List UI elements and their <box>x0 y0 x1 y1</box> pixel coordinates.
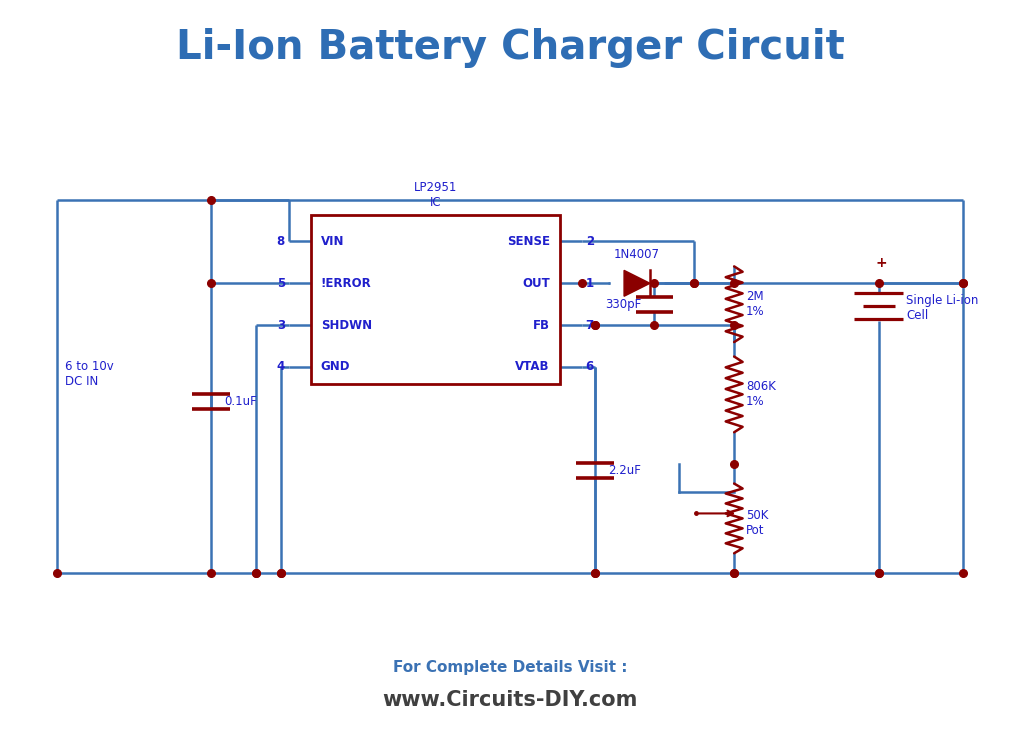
Polygon shape <box>624 270 650 296</box>
Text: 0.1uF: 0.1uF <box>224 395 257 408</box>
Text: VIN: VIN <box>321 235 344 248</box>
Text: 330pF: 330pF <box>605 297 641 311</box>
Text: 2.2uF: 2.2uF <box>607 464 640 477</box>
Text: 50K
Pot: 50K Pot <box>746 510 769 537</box>
Text: 2: 2 <box>586 235 594 248</box>
Text: 6 to 10v
DC IN: 6 to 10v DC IN <box>64 360 113 388</box>
Text: OUT: OUT <box>522 277 550 290</box>
Text: 6: 6 <box>586 360 594 373</box>
Text: Li-Ion Battery Charger Circuit: Li-Ion Battery Charger Circuit <box>176 28 844 69</box>
Text: IC: IC <box>430 196 441 209</box>
Text: +: + <box>876 257 887 270</box>
Text: For Complete Details Visit :: For Complete Details Visit : <box>393 660 627 675</box>
Text: www.Circuits-DIY.com: www.Circuits-DIY.com <box>382 690 638 710</box>
Text: 3: 3 <box>277 319 285 332</box>
Text: 2M
1%: 2M 1% <box>746 290 765 319</box>
Text: LP2951: LP2951 <box>414 182 457 194</box>
Text: !ERROR: !ERROR <box>321 277 372 290</box>
Text: Single Li-ion
Cell: Single Li-ion Cell <box>907 295 979 322</box>
Text: GND: GND <box>321 360 350 373</box>
Text: 806K
1%: 806K 1% <box>746 381 776 408</box>
Text: 8: 8 <box>277 235 285 248</box>
Text: SENSE: SENSE <box>506 235 550 248</box>
Text: 1: 1 <box>586 277 594 290</box>
Text: 5: 5 <box>277 277 285 290</box>
Text: VTAB: VTAB <box>516 360 550 373</box>
Text: 4: 4 <box>277 360 285 373</box>
Bar <box>310 214 560 384</box>
Text: 1N4007: 1N4007 <box>614 249 660 262</box>
Text: SHDWN: SHDWN <box>321 319 372 332</box>
Text: FB: FB <box>533 319 550 332</box>
Text: 7: 7 <box>586 319 594 332</box>
